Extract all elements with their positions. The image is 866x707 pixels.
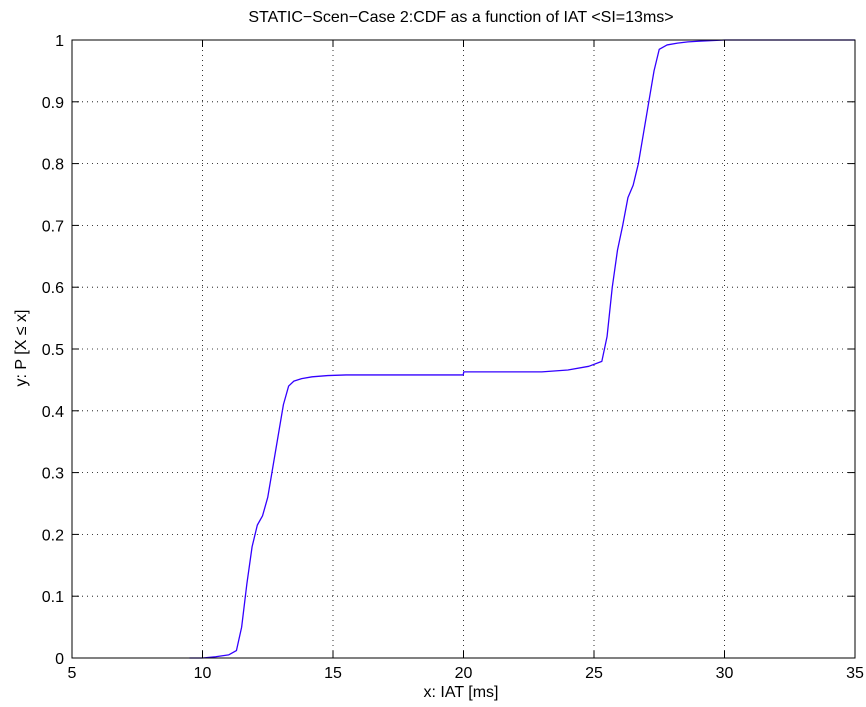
y-tick-label: 0.1	[42, 589, 64, 606]
y-tick-labels: 0 0.1 0.2 0.3 0.4 0.5 0.6 0.7 0.8 0.9 1	[42, 33, 64, 668]
grid-lines	[72, 40, 855, 658]
cdf-series-line	[189, 39, 855, 659]
tick-marks	[71, 39, 856, 659]
x-axis-label: x: IAT [ms]	[424, 684, 499, 701]
x-tick-label: 30	[716, 665, 734, 682]
y-tick-label: 0	[55, 651, 64, 668]
x-tick-label: 15	[324, 665, 342, 682]
x-tick-labels: 5 10 15 20 25 30 35	[68, 665, 864, 682]
x-tick-label: 10	[194, 665, 212, 682]
y-tick-label: 0.6	[42, 280, 64, 297]
series-layer	[189, 39, 855, 659]
x-tick-label: 5	[68, 665, 77, 682]
y-tick-label: 0.5	[42, 342, 64, 359]
chart-title: STATIC−Scen−Case 2:CDF as a function of …	[248, 9, 673, 26]
y-tick-label: 0.4	[42, 404, 64, 421]
y-axis-label: y: P [X ≤ x]	[13, 310, 30, 387]
y-tick-label: 0.8	[42, 157, 64, 174]
y-tick-label: 1	[55, 33, 64, 50]
x-tick-label: 25	[585, 665, 603, 682]
y-tick-label: 0.2	[42, 527, 64, 544]
x-tick-label: 35	[846, 665, 864, 682]
y-tick-label: 0.9	[42, 95, 64, 112]
y-tick-label: 0.3	[42, 466, 64, 483]
y-tick-label: 0.7	[42, 218, 64, 235]
x-tick-label: 20	[455, 665, 473, 682]
